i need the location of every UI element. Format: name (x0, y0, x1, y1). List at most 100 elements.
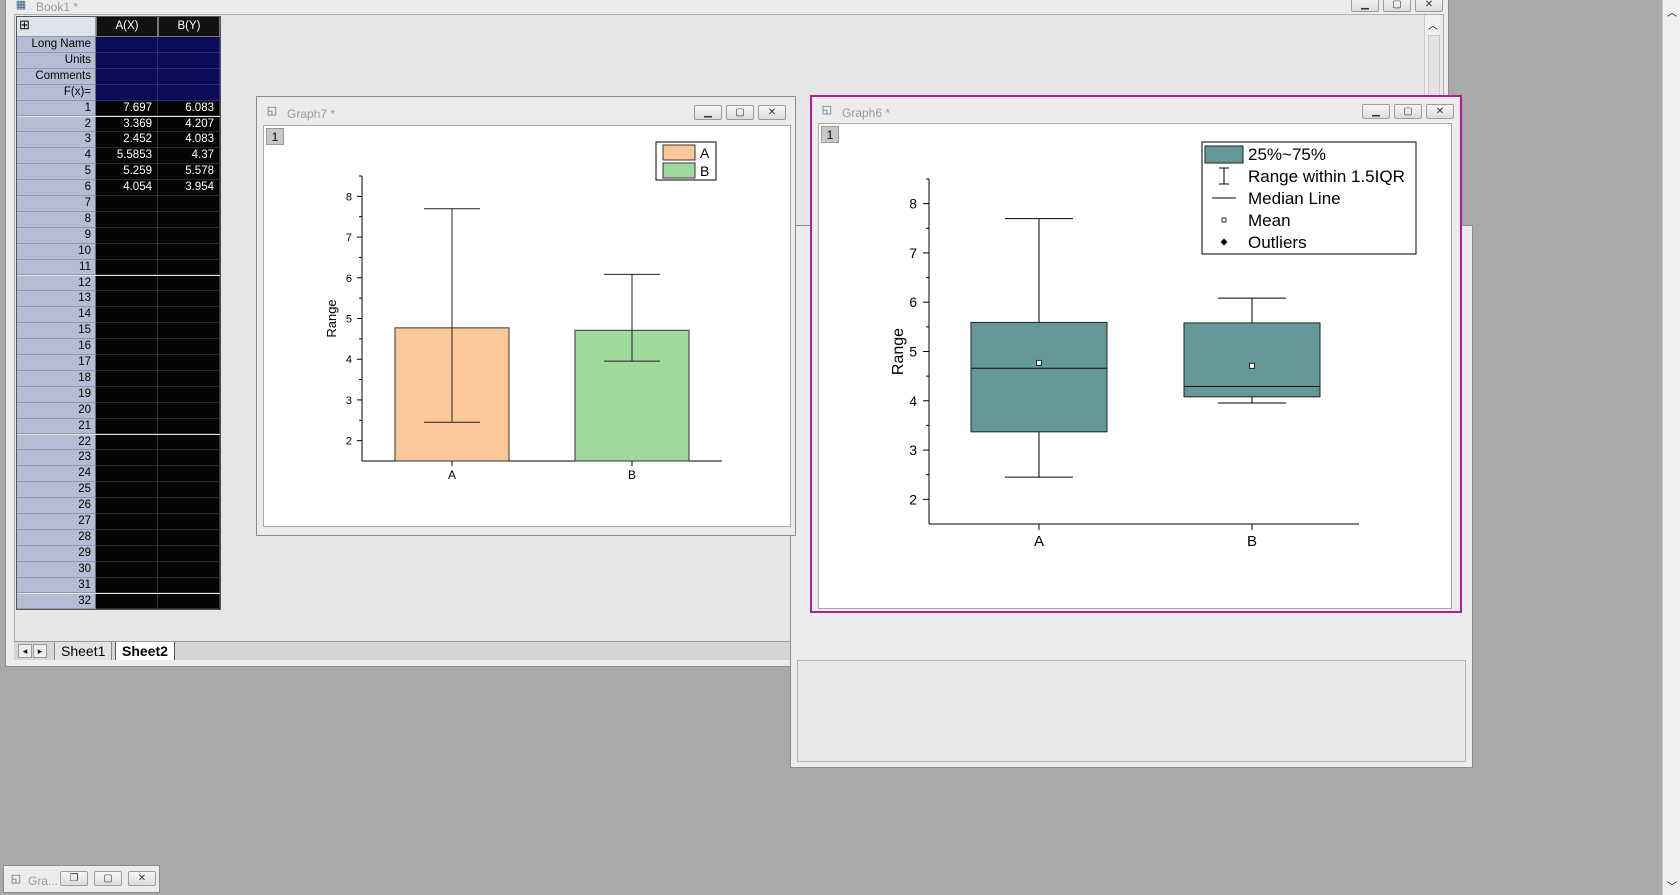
workspace-scroll-up-icon[interactable]: ︿ (1667, 8, 1677, 19)
row-header[interactable]: 25 (16, 482, 96, 499)
row-header[interactable]: 6 (16, 180, 96, 196)
data-cell[interactable] (158, 259, 220, 276)
data-cell[interactable]: 4.37 (158, 148, 220, 165)
label-cell[interactable] (158, 84, 220, 101)
row-header[interactable]: 21 (16, 418, 96, 435)
row-header[interactable]: 20 (16, 402, 96, 419)
data-cell[interactable] (96, 561, 158, 578)
data-cell[interactable]: 4.207 (158, 116, 220, 133)
row-header[interactable]: 23 (16, 450, 96, 467)
data-cell[interactable] (158, 498, 220, 514)
data-cell[interactable] (96, 514, 158, 530)
data-cell[interactable] (158, 227, 220, 244)
data-cell[interactable]: 2.452 (96, 132, 158, 149)
row-header[interactable]: 1 (16, 100, 96, 117)
row-header[interactable]: 8 (16, 211, 96, 228)
book1-close-button[interactable]: ✕ (1415, 0, 1443, 12)
label-cell[interactable] (158, 52, 220, 69)
data-cell[interactable] (96, 243, 158, 260)
data-cell[interactable] (158, 545, 220, 562)
column-header-b[interactable]: B(Y) (158, 16, 220, 37)
graph6-window[interactable]: ◱ Graph6 * ▁ ▢ ✕ 1 2 3 4 5 6 7 8 Range A B 25%~75%… (810, 95, 1462, 613)
graph7-page[interactable]: 1 2 3 4 5 6 7 8 Range A B A B (263, 125, 791, 527)
data-cell[interactable] (96, 211, 158, 228)
graph7-titlebar[interactable]: ◱ Graph7 * ▁ ▢ ✕ (257, 97, 795, 121)
data-cell[interactable]: 6.083 (158, 100, 220, 117)
worksheet-corner-icon[interactable]: ⊞ (16, 16, 96, 37)
data-cell[interactable] (96, 307, 158, 324)
row-header[interactable]: 13 (16, 291, 96, 308)
minimized-restore-button[interactable]: ❐ (60, 871, 88, 886)
data-cell[interactable]: 5.5853 (96, 148, 158, 165)
data-cell[interactable] (158, 307, 220, 324)
workspace-scroll-down-icon[interactable]: ﹀ (1667, 882, 1677, 893)
row-header[interactable]: 5 (16, 164, 96, 181)
data-cell[interactable] (96, 291, 158, 308)
data-cell[interactable] (96, 450, 158, 467)
data-cell[interactable] (158, 514, 220, 530)
data-cell[interactable] (158, 529, 220, 546)
label-row-header[interactable]: Long Name (16, 37, 96, 53)
data-cell[interactable] (96, 386, 158, 403)
tab-sheet2[interactable]: Sheet2 (115, 642, 175, 660)
data-cell[interactable] (96, 275, 158, 292)
row-header[interactable]: 10 (16, 243, 96, 260)
row-header[interactable]: 24 (16, 466, 96, 483)
data-cell[interactable] (158, 418, 220, 435)
label-cell[interactable] (96, 52, 158, 69)
data-cell[interactable] (96, 466, 158, 483)
data-cell[interactable] (158, 291, 220, 308)
data-cell[interactable] (96, 402, 158, 419)
row-header[interactable]: 19 (16, 386, 96, 403)
data-cell[interactable]: 7.697 (96, 100, 158, 117)
data-cell[interactable] (96, 323, 158, 340)
tab-sheet1[interactable]: Sheet1 (54, 642, 113, 660)
row-header[interactable]: 11 (16, 259, 96, 276)
data-cell[interactable] (96, 482, 158, 499)
data-cell[interactable] (96, 434, 158, 451)
data-cell[interactable] (96, 370, 158, 387)
graph6-minimize-button[interactable]: ▁ (1362, 104, 1390, 119)
row-header[interactable]: 9 (16, 227, 96, 244)
data-cell[interactable] (158, 450, 220, 467)
data-cell[interactable] (96, 259, 158, 276)
data-cell[interactable] (158, 466, 220, 483)
graph7-close-button[interactable]: ✕ (758, 105, 786, 120)
data-cell[interactable] (158, 577, 220, 594)
minimized-maximize-button[interactable]: ▢ (94, 871, 122, 886)
data-cell[interactable] (158, 593, 220, 610)
data-cell[interactable] (96, 529, 158, 546)
row-header[interactable]: 32 (16, 593, 96, 610)
data-cell[interactable] (158, 370, 220, 387)
row-header[interactable]: 12 (16, 275, 96, 292)
row-header[interactable]: 15 (16, 323, 96, 340)
data-cell[interactable]: 4.054 (96, 180, 158, 196)
book1-maximize-button[interactable]: ▢ (1383, 0, 1411, 12)
data-cell[interactable] (96, 545, 158, 562)
data-cell[interactable] (158, 386, 220, 403)
data-cell[interactable] (96, 196, 158, 212)
data-cell[interactable] (96, 418, 158, 435)
data-cell[interactable] (158, 339, 220, 355)
data-cell[interactable] (96, 498, 158, 514)
data-cell[interactable] (96, 339, 158, 355)
graph6-layer-label[interactable]: 1 (821, 126, 839, 143)
row-header[interactable]: 14 (16, 307, 96, 324)
label-cell[interactable] (158, 37, 220, 53)
row-header[interactable]: 18 (16, 370, 96, 387)
label-row-header[interactable]: Comments (16, 68, 96, 85)
graph6-close-button[interactable]: ✕ (1426, 104, 1454, 119)
data-cell[interactable] (96, 577, 158, 594)
label-row-header[interactable]: F(x)= (16, 84, 96, 101)
data-cell[interactable] (158, 275, 220, 292)
column-header-a[interactable]: A(X) (96, 16, 158, 37)
data-cell[interactable] (158, 211, 220, 228)
row-header[interactable]: 2 (16, 116, 96, 133)
label-row-header[interactable]: Units (16, 52, 96, 69)
data-cell[interactable] (96, 355, 158, 371)
graph7-layer-label[interactable]: 1 (266, 128, 284, 145)
label-cell[interactable] (158, 68, 220, 85)
row-header[interactable]: 3 (16, 132, 96, 149)
label-cell[interactable] (96, 37, 158, 53)
row-header[interactable]: 7 (16, 196, 96, 212)
